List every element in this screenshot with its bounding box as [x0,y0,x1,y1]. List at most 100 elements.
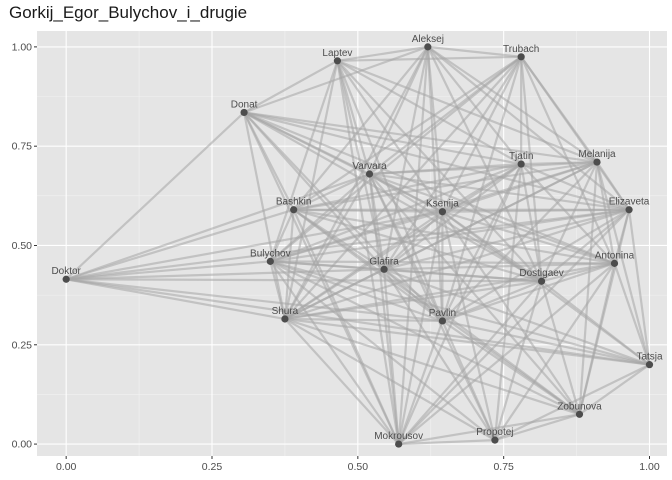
network-edge [269,260,400,445]
network-edge [442,262,615,322]
network-edge [540,280,581,415]
network-edge [243,59,338,114]
network-edge [269,260,580,416]
network-edge [66,268,385,281]
network-node [395,440,403,448]
network-edge [397,46,429,445]
network-edge [398,439,495,446]
network-edge [383,56,523,270]
network-edge [270,161,598,263]
network-edge [578,263,616,415]
network-edge [368,173,496,441]
node-label: Melanija [578,149,616,160]
network-node [290,206,298,214]
network-edge [65,278,286,321]
network-node [491,436,499,444]
x-tick-label: 0.00 [56,461,77,473]
network-edge [369,172,615,265]
network-edge [65,210,443,281]
network-edge [494,413,580,442]
network-edge [397,211,444,445]
network-node [424,43,432,51]
network-edge [427,45,598,163]
node-label: Laptev [322,48,352,59]
network-edge [426,46,543,282]
node-label: Tatsja [636,352,663,363]
node-label: Antonina [595,250,635,261]
network-edge [284,280,542,321]
network-node [62,275,70,283]
network-edge [383,268,581,416]
network-edge [383,268,650,366]
node-label: Glafira [369,256,399,267]
node-label: Tjatin [509,151,533,162]
network-edge [578,363,651,416]
network-edge [269,209,295,262]
network-node [625,206,633,214]
node-label: Zobunova [557,401,602,412]
network-edge [284,208,630,321]
nodes-layer [62,43,654,448]
node-label: Varvara [352,161,387,172]
network-edge [293,160,598,211]
network-edge [65,208,294,281]
network-edge [243,45,429,114]
node-label: Donat [231,99,258,110]
network-edge [627,209,651,365]
node-label: Pavlin [429,308,456,319]
network-edge [65,111,245,281]
network-edge [269,60,339,262]
network-node [380,265,388,273]
network-edge [293,55,522,211]
network-node [517,160,525,168]
network-edge [540,208,630,283]
network-edge [283,209,295,320]
network-node [610,259,619,267]
network-edge [540,161,598,282]
network-node [645,361,654,369]
network-node [593,158,601,166]
network-edge [284,317,650,366]
network-edge [269,163,522,263]
network-edge [66,278,443,323]
network-edge [269,261,286,320]
node-label: Doktor [51,266,81,277]
network-edge [578,161,599,415]
node-label: Shura [272,306,299,317]
network-node [333,57,342,65]
network-edge [336,59,522,166]
network-edge [383,268,444,322]
network-edge [368,173,581,416]
network-edge [337,45,429,62]
network-edge [595,161,651,365]
network-edge [270,260,615,265]
network-node [575,410,584,418]
node-label: Bulychov [250,248,291,259]
network-edge [520,163,630,211]
x-tick-label: 1.00 [639,461,660,473]
network-edge [397,320,444,445]
network-edge [397,262,616,445]
network-edge [270,260,542,283]
network-edge [243,111,522,166]
network-edge [441,320,581,416]
y-tick-label: 0.50 [12,240,33,252]
network-edge [383,208,630,271]
network-edge [243,112,286,320]
y-tick-label: 1.00 [12,41,33,53]
y-axis: 0.00 0.25 0.50 0.75 1.00 [12,41,37,451]
network-edge [493,163,523,441]
network-node [438,317,447,325]
network-edge [284,318,400,445]
network-edge [336,60,400,445]
network-edge [337,59,598,164]
network-edge [293,208,615,265]
network-edge [243,111,385,271]
network-edge [596,161,630,211]
network-edge [426,46,523,165]
network-edge [269,55,522,263]
network-edge [521,160,598,166]
x-tick-label: 0.75 [493,461,514,473]
network-node [240,108,248,117]
